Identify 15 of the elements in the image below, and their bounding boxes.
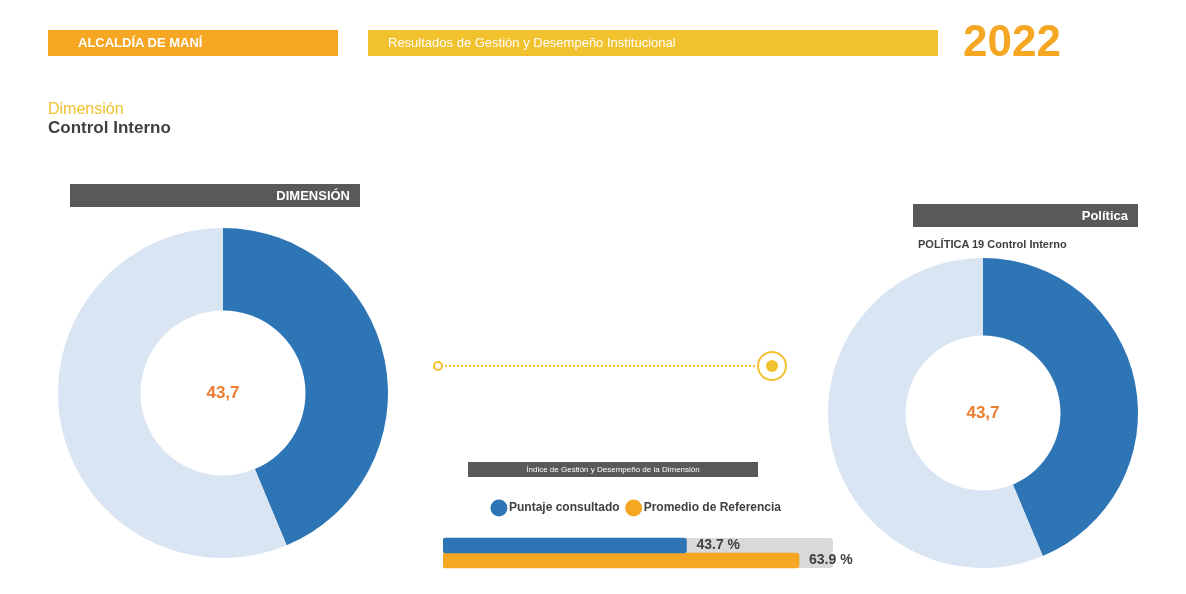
text: Resultados de Gestión y Desempeño Institucional (368, 30, 938, 56)
text: 2022 (963, 16, 1061, 66)
chart-title: Índice de Gestión y Desempeño de la Dimensión (468, 462, 758, 477)
text: ALCALDÍA DE MANÍ (48, 30, 338, 56)
legend-label: Promedio de Referencia (643, 500, 782, 515)
data-label: 43,7 (966, 402, 1000, 422)
chart-title: Política (913, 204, 1138, 227)
chart-subtitle: POLÍTICA 19 Control Interno (918, 238, 1067, 250)
text: Control Interno (48, 118, 171, 138)
chart-title: DIMENSIÓN (70, 184, 360, 207)
data-label: 43.7 % (696, 536, 741, 553)
legend-label: Puntaje consultado (508, 500, 620, 515)
text: Dimensión (48, 100, 124, 118)
data-label: 63.9 % (809, 551, 854, 568)
data-label: 43,7 (206, 382, 240, 402)
